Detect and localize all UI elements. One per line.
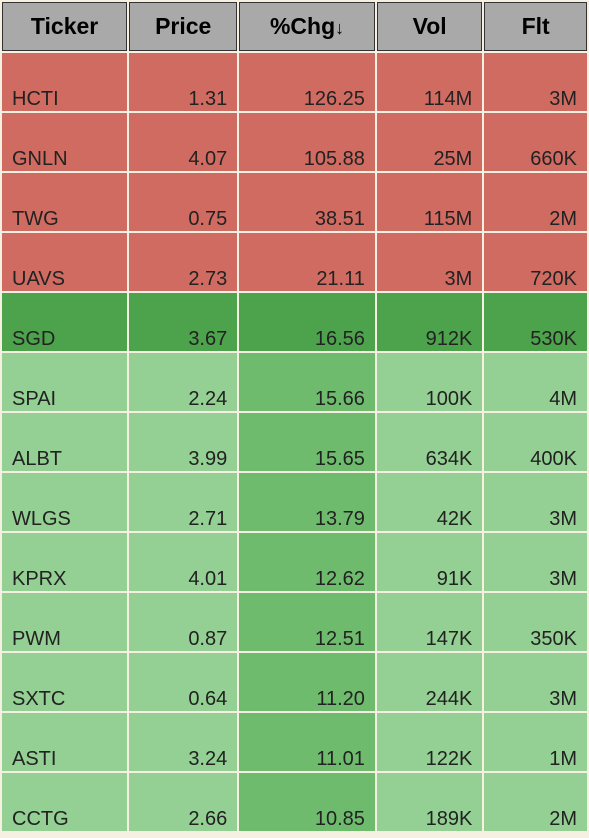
cell-price: 2.66: [129, 773, 237, 831]
cell-vol: 100K: [377, 353, 482, 411]
cell-ticker: SGD: [2, 293, 127, 351]
table-row[interactable]: SXTC0.6411.20244K3M: [2, 653, 587, 711]
cell-vol: 147K: [377, 593, 482, 651]
col-header-price[interactable]: Price: [129, 2, 237, 51]
cell-pct_chg: 11.20: [239, 653, 375, 711]
cell-pct_chg: 11.01: [239, 713, 375, 771]
cell-flt: 3M: [484, 533, 587, 591]
cell-ticker: CCTG: [2, 773, 127, 831]
col-label: Ticker: [31, 13, 98, 39]
col-header-pctchg[interactable]: %Chg↓: [239, 2, 375, 51]
cell-ticker: SPAI: [2, 353, 127, 411]
cell-vol: 244K: [377, 653, 482, 711]
cell-price: 0.75: [129, 173, 237, 231]
cell-flt: 720K: [484, 233, 587, 291]
cell-ticker: GNLN: [2, 113, 127, 171]
table-row[interactable]: TWG0.7538.51115M2M: [2, 173, 587, 231]
cell-price: 0.64: [129, 653, 237, 711]
cell-price: 2.71: [129, 473, 237, 531]
cell-price: 4.01: [129, 533, 237, 591]
cell-price: 4.07: [129, 113, 237, 171]
cell-flt: 1M: [484, 713, 587, 771]
table-body: HCTI1.31126.25114M3MGNLN4.07105.8825M660…: [2, 53, 587, 831]
cell-price: 3.24: [129, 713, 237, 771]
cell-pct_chg: 10.85: [239, 773, 375, 831]
cell-pct_chg: 126.25: [239, 53, 375, 111]
cell-ticker: TWG: [2, 173, 127, 231]
table-row[interactable]: CCTG2.6610.85189K2M: [2, 773, 587, 831]
table-row[interactable]: PWM0.8712.51147K350K: [2, 593, 587, 651]
cell-pct_chg: 38.51: [239, 173, 375, 231]
cell-price: 3.99: [129, 413, 237, 471]
table-row[interactable]: UAVS2.7321.113M720K: [2, 233, 587, 291]
table-row[interactable]: ASTI3.2411.01122K1M: [2, 713, 587, 771]
table-row[interactable]: GNLN4.07105.8825M660K: [2, 113, 587, 171]
cell-flt: 3M: [484, 473, 587, 531]
cell-ticker: ALBT: [2, 413, 127, 471]
cell-flt: 2M: [484, 773, 587, 831]
cell-ticker: WLGS: [2, 473, 127, 531]
cell-flt: 350K: [484, 593, 587, 651]
sort-desc-icon: ↓: [335, 18, 344, 38]
table-row[interactable]: WLGS2.7113.7942K3M: [2, 473, 587, 531]
cell-vol: 189K: [377, 773, 482, 831]
col-label: %Chg: [270, 13, 335, 39]
cell-vol: 42K: [377, 473, 482, 531]
col-header-flt[interactable]: Flt: [484, 2, 587, 51]
col-header-vol[interactable]: Vol: [377, 2, 482, 51]
cell-vol: 3M: [377, 233, 482, 291]
col-label: Flt: [522, 13, 550, 39]
cell-flt: 2M: [484, 173, 587, 231]
cell-price: 1.31: [129, 53, 237, 111]
col-label: Vol: [413, 13, 447, 39]
stock-table: Ticker Price %Chg↓ Vol Flt HCTI1.31126.2…: [0, 0, 589, 833]
cell-ticker: PWM: [2, 593, 127, 651]
cell-flt: 3M: [484, 653, 587, 711]
cell-pct_chg: 16.56: [239, 293, 375, 351]
header-row: Ticker Price %Chg↓ Vol Flt: [2, 2, 587, 51]
cell-vol: 25M: [377, 113, 482, 171]
cell-pct_chg: 21.11: [239, 233, 375, 291]
cell-flt: 660K: [484, 113, 587, 171]
col-header-ticker[interactable]: Ticker: [2, 2, 127, 51]
cell-vol: 115M: [377, 173, 482, 231]
cell-ticker: SXTC: [2, 653, 127, 711]
cell-ticker: ASTI: [2, 713, 127, 771]
table-row[interactable]: HCTI1.31126.25114M3M: [2, 53, 587, 111]
cell-flt: 530K: [484, 293, 587, 351]
cell-price: 2.73: [129, 233, 237, 291]
table-row[interactable]: KPRX4.0112.6291K3M: [2, 533, 587, 591]
cell-flt: 400K: [484, 413, 587, 471]
cell-price: 3.67: [129, 293, 237, 351]
cell-vol: 122K: [377, 713, 482, 771]
cell-vol: 114M: [377, 53, 482, 111]
cell-pct_chg: 13.79: [239, 473, 375, 531]
table-row[interactable]: SPAI2.2415.66100K4M: [2, 353, 587, 411]
cell-pct_chg: 15.66: [239, 353, 375, 411]
cell-vol: 91K: [377, 533, 482, 591]
table-row[interactable]: ALBT3.9915.65634K400K: [2, 413, 587, 471]
cell-pct_chg: 105.88: [239, 113, 375, 171]
cell-ticker: KPRX: [2, 533, 127, 591]
cell-ticker: UAVS: [2, 233, 127, 291]
cell-pct_chg: 12.62: [239, 533, 375, 591]
cell-ticker: HCTI: [2, 53, 127, 111]
col-label: Price: [155, 13, 211, 39]
cell-vol: 912K: [377, 293, 482, 351]
cell-price: 2.24: [129, 353, 237, 411]
cell-flt: 4M: [484, 353, 587, 411]
cell-pct_chg: 15.65: [239, 413, 375, 471]
table-row[interactable]: SGD3.6716.56912K530K: [2, 293, 587, 351]
cell-pct_chg: 12.51: [239, 593, 375, 651]
cell-price: 0.87: [129, 593, 237, 651]
cell-flt: 3M: [484, 53, 587, 111]
cell-vol: 634K: [377, 413, 482, 471]
